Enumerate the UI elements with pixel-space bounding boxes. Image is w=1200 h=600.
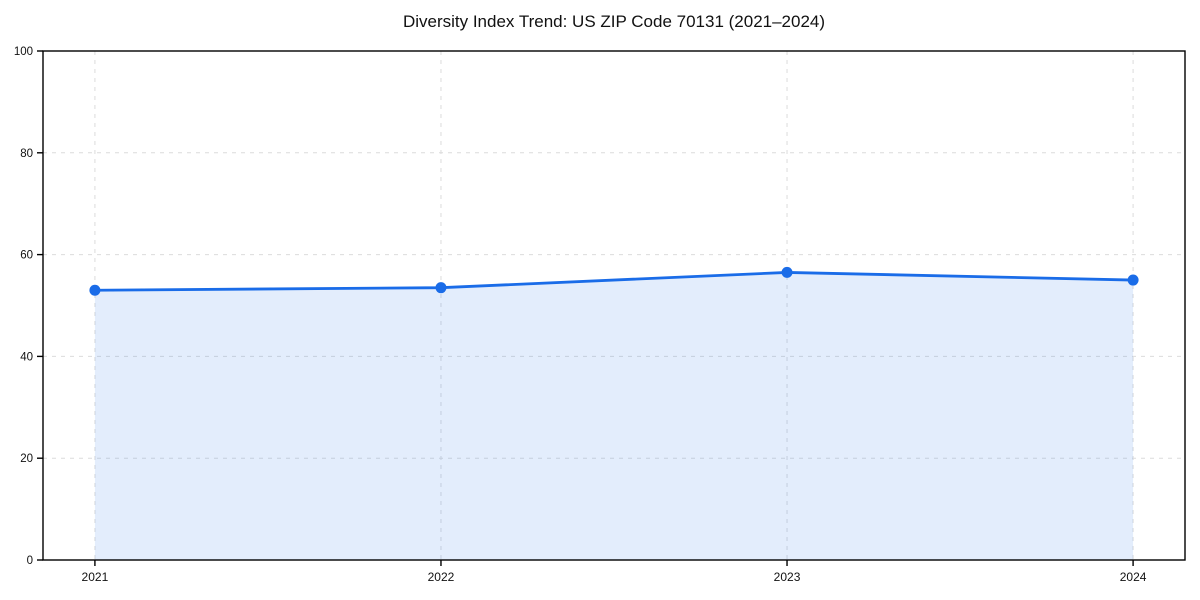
x-tick-label: 2023 — [774, 570, 801, 584]
x-tick-label: 2024 — [1120, 570, 1147, 584]
y-tick-label: 100 — [14, 46, 33, 58]
x-tick-label: 2021 — [82, 570, 109, 584]
axes-border — [42, 50, 1186, 561]
chart-title: Diversity Index Trend: US ZIP Code 70131… — [402, 12, 826, 31]
x-tick-label: 2022 — [428, 570, 455, 584]
data-point-marker — [89, 284, 101, 296]
y-tick-label: 40 — [20, 351, 33, 363]
trend-line — [93, 271, 1135, 292]
y-tick-label: 0 — [27, 555, 33, 567]
y-tick-label: 60 — [20, 250, 33, 262]
data-point-marker — [1127, 274, 1139, 286]
area-fill — [94, 272, 1134, 560]
data-point-marker — [781, 266, 793, 278]
y-tick-label: 20 — [20, 453, 33, 465]
data-point-marker — [435, 282, 447, 294]
y-tick-label: 80 — [20, 148, 33, 160]
